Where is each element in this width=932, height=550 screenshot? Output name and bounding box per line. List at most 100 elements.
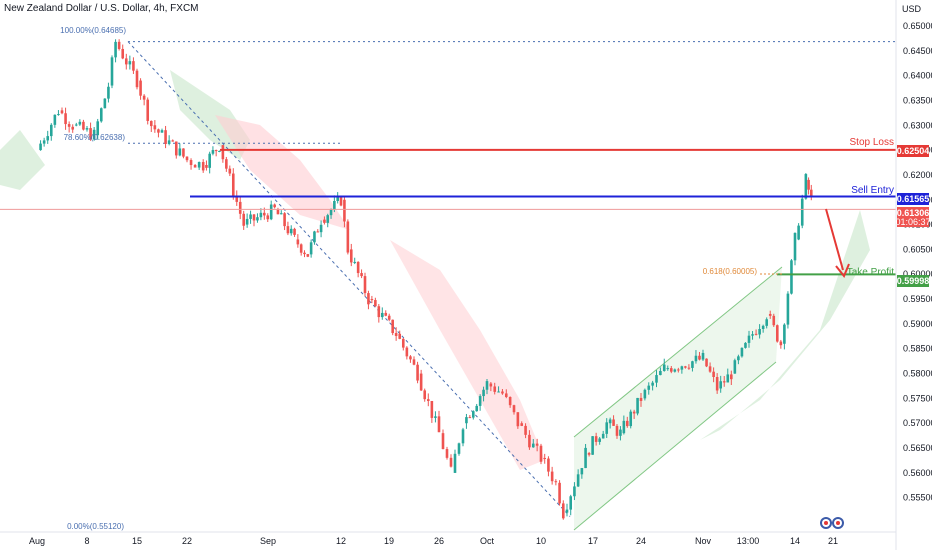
candle-body [124, 58, 128, 65]
candle-body [149, 120, 153, 127]
channel-fill [574, 267, 782, 530]
candle-body [380, 312, 384, 318]
fib-trendline [127, 41, 896, 517]
candle-body [737, 356, 740, 361]
candle-body [110, 57, 114, 86]
candle-body [733, 360, 737, 374]
candle-body [333, 200, 336, 210]
x-tick-label: 10 [536, 536, 546, 546]
candle-body [185, 156, 189, 161]
candle-body [363, 276, 367, 294]
candle-body [561, 503, 565, 519]
us-flag-icon[interactable] [832, 517, 844, 529]
candle-body [409, 356, 412, 360]
sell-entry-label: Sell Entry [851, 185, 894, 196]
x-tick-label: 13:00 [737, 536, 760, 546]
candle-body [809, 189, 813, 197]
fib-786-label: 78.60%(0.62638) [64, 133, 126, 142]
candle-body [114, 41, 117, 58]
candle-body [677, 369, 680, 371]
candle-body [493, 386, 497, 392]
candle-body [336, 196, 339, 201]
candle-body [245, 218, 249, 225]
candle-body [501, 391, 504, 394]
candle-body [453, 453, 457, 473]
candle-body [231, 173, 235, 196]
candle-body [573, 486, 576, 497]
cloud-segment [215, 115, 350, 230]
candle-body [504, 393, 508, 397]
candle-body [489, 383, 493, 387]
candle-body [554, 481, 558, 483]
candle-body [434, 416, 437, 418]
candle-body [326, 215, 330, 223]
candle-body [783, 324, 786, 344]
candle-body [694, 355, 698, 362]
cloud-segment [0, 130, 45, 190]
candle-body [353, 261, 357, 263]
candle-body [639, 397, 643, 401]
candle-body [705, 358, 708, 367]
candle-body [121, 48, 125, 59]
candle-body [242, 213, 245, 226]
candle-body [391, 319, 394, 334]
x-tick-label: Nov [695, 536, 712, 546]
candle-body [475, 405, 479, 412]
candle-body [528, 434, 531, 448]
candle-body [201, 162, 205, 171]
candle-body [279, 213, 283, 215]
candle-body [666, 368, 670, 370]
candle-body [478, 396, 482, 406]
candle-body [377, 306, 381, 318]
candle-body [662, 364, 666, 371]
candle-body [550, 471, 554, 482]
channel-lower-line [573, 361, 777, 531]
candle-body [497, 391, 500, 393]
candle-body [744, 342, 747, 348]
candle-body [293, 228, 296, 235]
candle-body [754, 333, 758, 335]
candle-body [306, 254, 310, 257]
candle-body [221, 145, 225, 160]
candle-body [78, 121, 82, 125]
y-tick-label: 0.55500 [903, 493, 932, 503]
candle-body [804, 174, 808, 199]
candle-body [768, 313, 772, 316]
candle-body [468, 417, 472, 419]
us-flag-icon[interactable] [820, 517, 832, 529]
candle-body [157, 129, 160, 133]
take-profit-tag: 0.59998 [897, 275, 929, 287]
stop-loss-label: Stop Loss [850, 137, 894, 148]
candle-body [547, 458, 550, 472]
candle-body [67, 124, 71, 127]
chart-title: New Zealand Dollar / U.S. Dollar, 4h, FX… [4, 3, 199, 14]
candle-body [680, 366, 684, 370]
candle-body [107, 86, 110, 99]
candle-body [747, 335, 751, 343]
candle-body [512, 405, 516, 413]
candle-body [482, 389, 485, 397]
candles [39, 39, 813, 520]
svg-text:01:06:37: 01:06:37 [895, 217, 930, 227]
candle-body [370, 299, 374, 301]
candle-body [751, 334, 754, 336]
candle-body [323, 219, 326, 223]
candle-body [197, 162, 201, 168]
candle-body [539, 445, 543, 462]
candle-body [96, 121, 100, 136]
ascending-channel [573, 266, 783, 531]
candle-body [57, 114, 60, 116]
candle-body [715, 377, 719, 391]
candle-body [445, 449, 449, 458]
candle-body [235, 195, 239, 202]
candle-body [309, 242, 313, 255]
candle-body [625, 420, 629, 427]
candle-body [99, 108, 103, 122]
